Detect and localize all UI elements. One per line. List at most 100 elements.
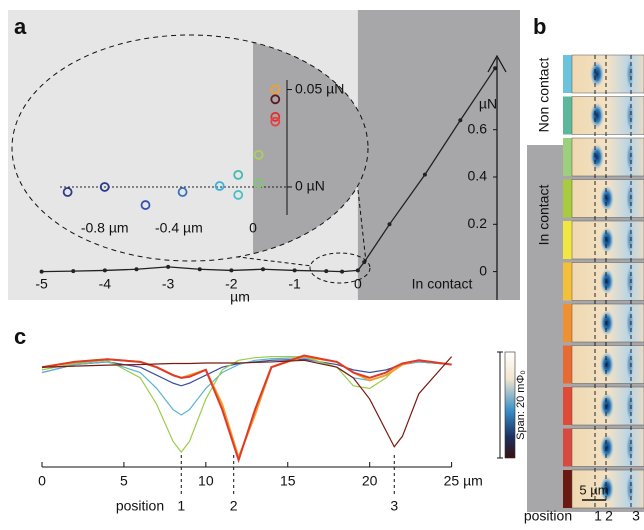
tile-blob bbox=[600, 434, 614, 461]
span-label: Span: 20 mΦ₀ bbox=[515, 370, 527, 440]
tile-blob bbox=[626, 141, 634, 173]
tile-blob bbox=[600, 268, 614, 295]
tile-color bbox=[563, 345, 572, 384]
profile-line bbox=[41, 355, 452, 461]
y-tick-label: 0.6 bbox=[468, 120, 488, 136]
x-tick-label: 25 µm bbox=[444, 473, 483, 489]
y-tick-label: 0.4 bbox=[468, 168, 488, 184]
position-number: 2 bbox=[230, 498, 238, 514]
tile-color bbox=[563, 304, 572, 342]
inset-point bbox=[253, 178, 264, 188]
data-point bbox=[324, 269, 329, 274]
x-tick-label: 0 bbox=[38, 473, 46, 489]
x-tick-label: -0.4 µm bbox=[155, 220, 203, 236]
x-tick-label: -0.8 µm bbox=[81, 220, 129, 236]
group-label: Non contact bbox=[536, 58, 552, 133]
y-tick-label: 0 µN bbox=[295, 178, 325, 194]
tile-blob bbox=[626, 390, 634, 422]
inset-point bbox=[214, 181, 225, 191]
tile-blob bbox=[600, 310, 614, 336]
contact-region bbox=[357, 10, 520, 300]
tile-color bbox=[563, 55, 572, 93]
inset-point bbox=[270, 84, 281, 95]
tile-blob bbox=[600, 393, 614, 419]
y-tick-label: 0.2 bbox=[468, 215, 488, 231]
position-label: position bbox=[524, 508, 572, 524]
profile-line bbox=[41, 357, 452, 416]
position-number: 3 bbox=[632, 508, 640, 524]
data-point bbox=[39, 269, 44, 274]
inset-point bbox=[140, 200, 151, 210]
y-tick-label: 0 bbox=[479, 262, 487, 278]
tile-color bbox=[563, 470, 572, 508]
profile-line bbox=[41, 354, 452, 464]
tile-color bbox=[563, 428, 572, 467]
data-point bbox=[292, 268, 297, 273]
colorbar bbox=[504, 351, 516, 459]
position-number: 1 bbox=[594, 508, 602, 524]
data-point bbox=[166, 264, 171, 269]
x-tick-label: -5 bbox=[35, 276, 48, 292]
tile-blob bbox=[590, 144, 604, 170]
data-point bbox=[493, 66, 498, 71]
x-tick-label: 0 bbox=[354, 276, 362, 292]
tile-blob bbox=[590, 61, 604, 87]
inset-point bbox=[233, 190, 244, 200]
tile-blob bbox=[626, 265, 634, 298]
tile-blob bbox=[626, 58, 634, 90]
data-point bbox=[134, 267, 139, 272]
position-number: 3 bbox=[390, 498, 398, 514]
inset-border bbox=[11, 34, 369, 262]
x-tick-label: 0 bbox=[249, 220, 257, 236]
group-label: In contact bbox=[536, 185, 552, 246]
data-point bbox=[229, 268, 234, 273]
tile-blob bbox=[626, 473, 634, 505]
panel-label: c bbox=[14, 324, 26, 349]
tile-blob bbox=[590, 102, 604, 129]
y-axis-arrow bbox=[487, 54, 507, 73]
tile-blob bbox=[600, 227, 614, 253]
inset-point bbox=[233, 169, 244, 180]
tile-blob bbox=[600, 185, 614, 212]
panel-label: a bbox=[14, 14, 27, 39]
tile-color bbox=[563, 179, 572, 218]
tile-blob bbox=[626, 348, 634, 381]
x-tick-label: 15 bbox=[280, 473, 296, 489]
position-number: 1 bbox=[177, 498, 185, 514]
data-point bbox=[422, 172, 427, 177]
inset-point bbox=[62, 187, 73, 197]
data-point bbox=[261, 267, 265, 272]
data-point bbox=[71, 269, 76, 274]
inset-point bbox=[99, 182, 110, 192]
scale-bar-label: 5 µm bbox=[579, 482, 608, 497]
y-axis-label: µN bbox=[479, 96, 497, 112]
data-point bbox=[387, 222, 392, 227]
data-point bbox=[102, 268, 107, 273]
x-tick-label: 10 bbox=[198, 473, 214, 489]
inset-point bbox=[270, 116, 281, 127]
x-tick-label: -1 bbox=[288, 276, 301, 292]
tile-color bbox=[563, 221, 572, 259]
inset-point bbox=[270, 111, 281, 122]
data-point bbox=[197, 267, 202, 272]
data-point bbox=[355, 268, 360, 273]
tile-blob bbox=[626, 431, 634, 464]
inset-point bbox=[177, 187, 188, 197]
data-point bbox=[340, 269, 345, 274]
x-tick-label: -3 bbox=[162, 276, 175, 292]
tile-blob bbox=[600, 476, 614, 502]
x-axis-label: µm bbox=[230, 289, 250, 305]
x-tick-label: -4 bbox=[99, 276, 112, 292]
tile-blob bbox=[626, 182, 634, 215]
x-tick-label: -2 bbox=[225, 276, 238, 292]
annotation: In contact bbox=[412, 276, 473, 292]
panel-label: b bbox=[533, 14, 546, 39]
tile-color bbox=[563, 262, 572, 301]
tile-blob bbox=[626, 99, 634, 132]
tile-color bbox=[563, 387, 572, 425]
data-point bbox=[362, 260, 367, 265]
position-label: position bbox=[116, 498, 164, 514]
tile-color bbox=[563, 138, 572, 176]
zoom-region bbox=[309, 252, 371, 284]
